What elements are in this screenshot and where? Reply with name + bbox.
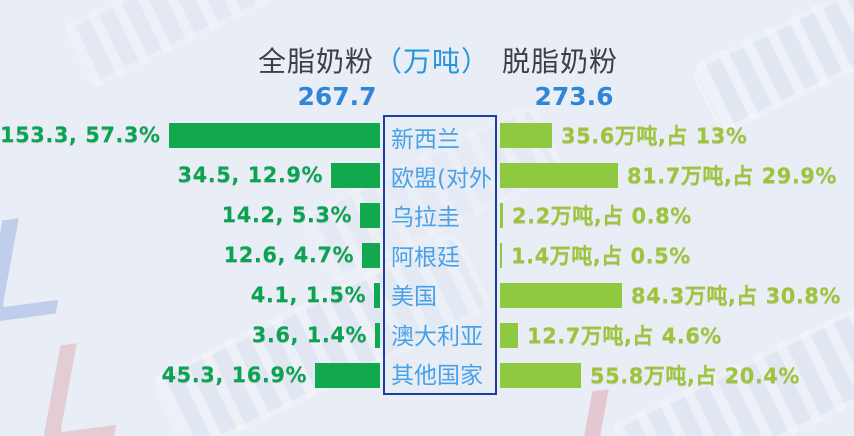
whole-milk-row: 34.5, 12.9% <box>0 155 380 195</box>
skim-milk-bar <box>500 242 502 268</box>
whole-milk-total: 267.7 <box>297 82 377 111</box>
skim-milk-row: 1.4万吨,占 0.5% <box>500 235 854 275</box>
skim-milk-row: 35.6万吨,占 13% <box>500 115 854 155</box>
whole-milk-row: 45.3, 16.9% <box>0 355 380 395</box>
whole-milk-value-label: 34.5, 12.9% <box>177 163 323 187</box>
skim-milk-value-label: 55.8万吨,占 20.4% <box>590 364 800 388</box>
whole-milk-bar-group: 153.3, 57.3% 34.5, 12.9% 14.2, 5.3% 12.6, 4… <box>0 115 380 395</box>
skim-milk-row: 2.2万吨,占 0.8% <box>500 195 854 235</box>
title-right: 脱脂奶粉 <box>502 45 619 78</box>
whole-milk-row: 12.6, 4.7% <box>0 235 380 275</box>
skim-milk-bar <box>500 202 503 228</box>
skim-milk-total: 273.6 <box>534 82 614 111</box>
whole-milk-value-label: 3.6, 1.4% <box>251 323 367 347</box>
title-left: 全脂奶粉 <box>258 45 375 78</box>
skim-milk-bar <box>500 322 518 348</box>
skim-milk-value-label: 84.3万吨,占 30.8% <box>631 284 841 308</box>
category-label: 新西兰 <box>391 126 460 153</box>
category-label: 其他国家 <box>391 363 483 390</box>
skim-milk-row: 12.7万吨,占 4.6% <box>500 315 854 355</box>
whole-milk-bar <box>331 162 380 188</box>
whole-milk-value-label: 153.3, 57.3% <box>0 123 161 147</box>
skim-milk-value-label: 81.7万吨,占 29.9% <box>627 164 837 188</box>
whole-milk-bar <box>168 122 380 148</box>
skim-milk-bar-group: 35.6万吨,占 13% 81.7万吨,占 29.9% 2.2万吨,占 0.8% 1.… <box>500 115 854 395</box>
whole-milk-row: 4.1, 1.5% <box>0 275 380 315</box>
whole-milk-value-label: 14.2, 5.3% <box>221 203 352 227</box>
skim-milk-bar <box>500 122 552 148</box>
title-unit: （万吨） <box>374 45 491 78</box>
skim-milk-value-label: 35.6万吨,占 13% <box>561 124 748 148</box>
category-label: 澳大利亚 <box>391 323 483 350</box>
skim-milk-value-label: 12.7万吨,占 4.6% <box>527 324 722 348</box>
skim-milk-value-label: 2.2万吨,占 0.8% <box>512 204 692 228</box>
category-label-box: 新西兰欧盟(对外乌拉圭阿根廷美国澳大利亚其他国家 <box>383 115 497 395</box>
whole-milk-value-label: 45.3, 16.9% <box>161 363 307 387</box>
whole-milk-value-label: 12.6, 4.7% <box>223 243 354 267</box>
chart-title: 全脂奶粉（万吨） 脱脂奶粉 <box>258 40 618 80</box>
whole-milk-bar <box>374 282 380 308</box>
whole-milk-bar <box>362 242 380 268</box>
skim-milk-bar <box>500 362 581 388</box>
whole-milk-bar <box>375 322 380 348</box>
category-label: 美国 <box>391 284 437 311</box>
whole-milk-row: 3.6, 1.4% <box>0 315 380 355</box>
whole-milk-row: 14.2, 5.3% <box>0 195 380 235</box>
skim-milk-value-label: 1.4万吨,占 0.5% <box>511 244 691 268</box>
skim-milk-bar <box>500 282 622 308</box>
skim-milk-row: 84.3万吨,占 30.8% <box>500 275 854 315</box>
skim-milk-row: 55.8万吨,占 20.4% <box>500 355 854 395</box>
skim-milk-bar <box>500 162 618 188</box>
category-label: 欧盟(对外 <box>391 166 492 193</box>
category-label: 阿根廷 <box>391 244 460 271</box>
category-label: 乌拉圭 <box>391 205 460 232</box>
whole-milk-row: 153.3, 57.3% <box>0 115 380 155</box>
skim-milk-row: 81.7万吨,占 29.9% <box>500 155 854 195</box>
whole-milk-bar <box>315 362 380 388</box>
whole-milk-value-label: 4.1, 1.5% <box>250 283 366 307</box>
whole-milk-bar <box>360 202 380 228</box>
